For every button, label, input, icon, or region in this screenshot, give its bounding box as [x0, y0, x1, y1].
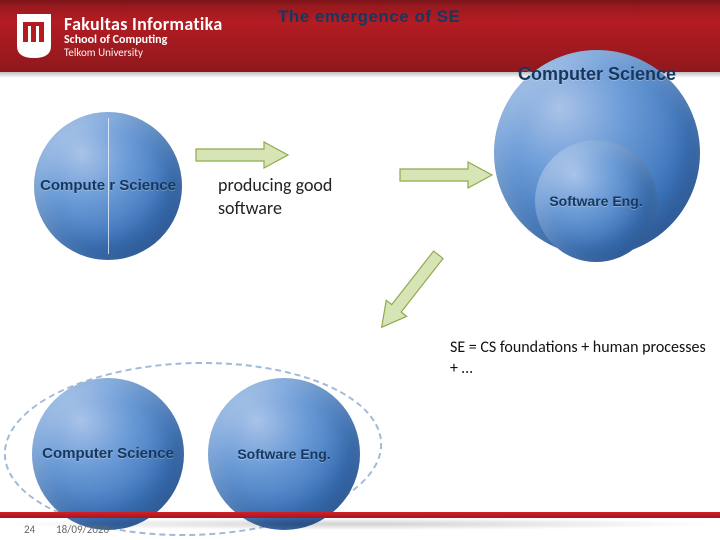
logo-line-2: School of Computing [64, 33, 223, 47]
logo-line-1: Fakultas Informatika [64, 13, 223, 35]
circle-cs-top-left: Compute r Science [34, 112, 182, 260]
page-number: 24 [24, 523, 35, 536]
circle-cs-bottom-left: Computer Science [32, 378, 184, 530]
circle-cs-bottom-left-label: Computer Science [36, 439, 180, 469]
circle-se-bottom-middle-label: Software Eng. [231, 440, 336, 469]
logo-line-3: Telkom University [64, 46, 223, 59]
logo-text: Fakultas Informatika School of Computing… [64, 13, 223, 59]
circle-se-top-right-small: Software Eng. [535, 140, 657, 262]
mid-text: producing good software [218, 174, 398, 219]
circle-se-top-right-small-label: Software Eng. [543, 187, 648, 216]
circle-cs-top-left-label: Compute r Science [34, 171, 182, 201]
arrow-3 [369, 244, 452, 338]
arrow-1 [194, 140, 290, 170]
circle-se-bottom-middle: Software Eng. [208, 378, 360, 530]
university-logo-icon [14, 12, 54, 60]
footer-bar [0, 512, 720, 518]
arrow-2 [398, 160, 494, 190]
circle-cs-top-right-big-label: Computer Science [512, 58, 682, 92]
equation-text: SE = CS foundations + human processes + … [450, 338, 710, 380]
page-date: 18/09/2020 [56, 523, 109, 536]
slide-title: The emergence of SE [278, 6, 488, 27]
